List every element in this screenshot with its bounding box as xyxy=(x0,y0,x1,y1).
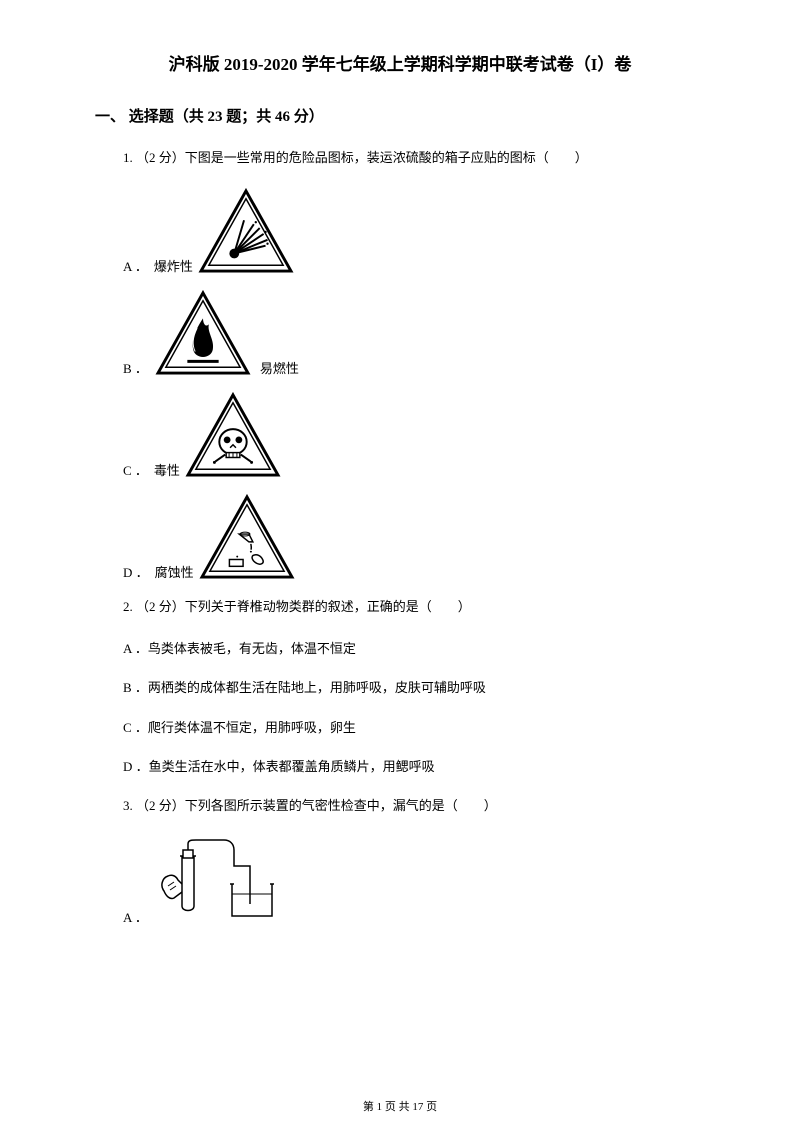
page-title: 沪科版 2019-2020 学年七年级上学期科学期中联考试卷（I）卷 xyxy=(95,50,705,75)
option-label: A ． xyxy=(123,256,148,275)
q2-option-d: D ．鱼类生活在水中，体表都覆盖角质鳞片，用鳃呼吸 xyxy=(123,755,705,778)
q2-option-c: C ．爬行类体温不恒定，用肺呼吸，卵生 xyxy=(123,716,705,739)
q1-option-d: D ． 腐蚀性 xyxy=(123,493,705,581)
corrosive-hazard-icon xyxy=(198,493,296,581)
q1-option-b: B ． 易燃性 xyxy=(123,289,705,377)
section-heading: 一、 选择题（共 23 题；共 46 分） xyxy=(95,105,705,126)
q2-stem: 2. （2 分）下列关于脊椎动物类群的叙述，正确的是（ ） xyxy=(123,595,705,618)
explosion-hazard-icon xyxy=(197,187,295,275)
option-label: B ． xyxy=(123,358,148,377)
q2-option-a: A ．鸟类体表被毛，有无齿，体温不恒定 xyxy=(123,637,705,660)
section-label: 选择题（共 23 题；共 46 分） xyxy=(129,109,324,125)
option-text: 易燃性 xyxy=(260,358,299,377)
toxic-hazard-icon xyxy=(184,391,282,479)
q3-option-a: A ． xyxy=(123,836,705,926)
q2-option-b: B ．两栖类的成体都生活在陆地上，用肺呼吸，皮肤可辅助呼吸 xyxy=(123,676,705,699)
apparatus-diagram-icon xyxy=(154,836,284,926)
option-label: C ． xyxy=(123,460,148,479)
option-text: 腐蚀性 xyxy=(155,562,194,581)
option-text: 毒性 xyxy=(154,460,180,479)
section-number: 一、 xyxy=(95,109,125,125)
q3-stem: 3. （2 分）下列各图所示装置的气密性检查中，漏气的是（ ） xyxy=(123,794,705,817)
q1-option-a: A ． 爆炸性 xyxy=(123,187,705,275)
flammable-hazard-icon xyxy=(154,289,252,377)
page-container: 沪科版 2019-2020 学年七年级上学期科学期中联考试卷（I）卷 一、 选择… xyxy=(0,0,800,1132)
q1-option-c: C ． 毒性 xyxy=(123,391,705,479)
option-text: 爆炸性 xyxy=(154,256,193,275)
option-label: D ． xyxy=(123,562,149,581)
option-label: A ． xyxy=(123,907,148,926)
q1-stem: 1. （2 分）下图是一些常用的危险品图标，装运浓硫酸的箱子应贴的图标（ ） xyxy=(123,146,705,169)
page-footer: 第 1 页 共 17 页 xyxy=(0,1098,800,1114)
